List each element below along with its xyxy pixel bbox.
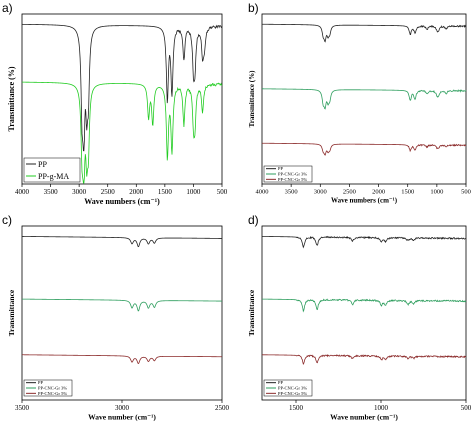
x-tick-label: 3500 [285,189,298,196]
panel-letter: d) [248,213,259,227]
x-tick-label: 1000 [186,188,201,196]
series-line-3 [262,354,467,366]
y-axis-title: Transmittance [7,289,16,336]
chart-panel-1: a) 4000 3500 3000 2500 2000 1500 1000 500 Wave nu… [2,1,228,206]
y-axis-title: Transmittance (%) [7,66,16,131]
plot-frame [261,225,467,401]
series-line-1 [21,236,222,248]
x-axis-title: Wave numbers (cm⁻¹) [84,197,160,206]
x-tick-label: 2500 [215,404,230,412]
legend-box [263,379,313,397]
plot-frame [21,13,223,185]
legend-box [23,379,73,397]
panel-letter: a) [2,1,13,15]
series-line-2 [22,298,222,312]
legend-entry: PP [278,380,284,385]
x-tick-label: 1500 [289,404,304,412]
x-tick-label: 3500 [44,188,59,196]
series-line-3 [21,354,223,365]
series-line-2 [21,81,223,184]
x-tick-label: 4000 [15,188,30,196]
chart-panel-2: b) 4000 3500 3000 2500 2000 1500 1000 500 Wave nu… [248,1,471,205]
x-tick-label: 2000 [372,189,385,196]
series-line-3 [261,142,467,156]
legend-entry: PP-CNC-Gr 3% [278,386,307,391]
x-tick-label: 1500 [158,188,173,196]
series-line-2 [262,88,467,110]
legend-entry: PP-g-MA [38,172,69,181]
x-axis-title: Wave number (cm⁻¹) [330,413,398,422]
series-line-1 [262,23,467,43]
legend-entry: PP-CNC-Gr 5% [278,391,307,396]
x-tick-label: 4000 [256,189,269,196]
x-tick-label: 3500 [15,404,30,412]
series-line-1 [22,23,223,152]
x-tick-label: 500 [461,404,472,412]
legend-entry: PP [38,160,47,169]
y-axis-title: Transmittance (%) [248,70,256,127]
x-axis-title: Wave numbers (cm⁻¹) [331,197,398,205]
x-tick-label: 3000 [72,188,87,196]
legend-box [23,157,81,183]
legend-entry: PP [278,166,284,171]
x-tick-label: 2000 [129,188,144,196]
legend-box [263,165,313,183]
plot-frame [21,225,223,401]
x-tick-label: 1000 [374,404,389,412]
plot-frame [261,13,467,185]
chart-panel-3: c) 3500 3000 2500 Wave number (cm⁻¹) Transmit… [2,213,230,422]
series-line-1 [262,235,467,249]
legend-entry: PP-CNC-Gr 3% [278,172,307,177]
x-tick-label: 3000 [314,189,327,196]
y-axis-title: Transmittance [247,289,256,336]
x-tick-label: 2500 [101,188,116,196]
panel-letter: b) [248,1,259,15]
panel-letter: c) [2,213,12,227]
x-tick-label: 2500 [343,189,356,196]
legend-entry: PP-CNC-Gr 3% [38,386,67,391]
x-axis-title: Wave number (cm⁻¹) [88,413,156,422]
x-tick-label: 500 [217,188,228,196]
legend-entry: PP [38,380,44,385]
x-tick-label: 500 [461,189,471,196]
legend-entry: PP-CNC-Gr 5% [278,177,307,182]
series-line-2 [261,298,467,313]
x-tick-label: 3000 [115,404,130,412]
chart-panel-4: d) 1500 1000 500 Wave number (cm⁻¹) Transmitt… [247,213,472,422]
x-tick-label: 1000 [430,189,443,196]
legend-entry: PP-CNC-Gr 5% [38,391,67,396]
x-tick-label: 1500 [401,189,414,196]
